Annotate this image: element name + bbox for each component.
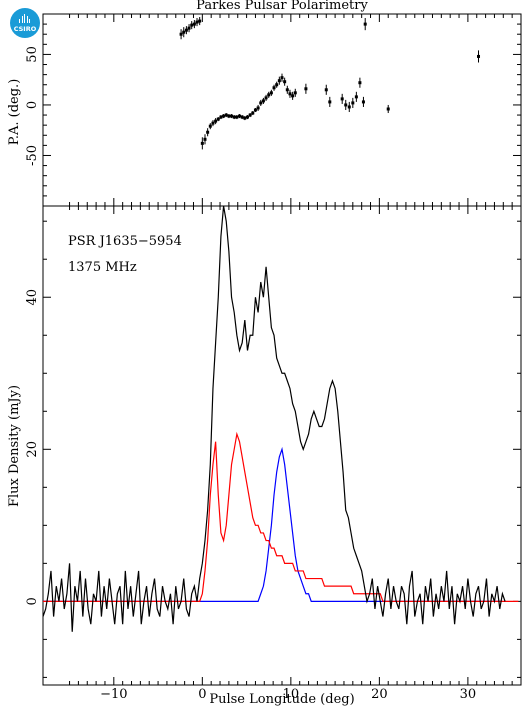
pa-point — [344, 103, 348, 107]
pa-point — [179, 32, 183, 36]
series-line-total-intensity — [43, 206, 506, 632]
flux-panel-frame — [42, 205, 522, 686]
pa-point — [293, 91, 297, 95]
pa-point — [351, 101, 355, 105]
pa-point — [227, 114, 231, 118]
pa-point — [222, 114, 226, 118]
chart-title: Parkes Pulsar Polarimetry — [196, 0, 368, 13]
pa-point — [198, 19, 202, 23]
pa-point — [285, 88, 289, 92]
flux-tick-label: 20 — [25, 441, 40, 458]
pa-point — [361, 100, 365, 104]
pa-point — [280, 76, 284, 80]
pa-point — [230, 114, 234, 118]
x-tick-label: 20 — [371, 687, 388, 702]
pa-point — [304, 87, 308, 91]
x-axis-label: Pulse Longitude (deg) — [209, 692, 354, 707]
x-tick-label: 0 — [198, 687, 206, 702]
pa-point — [243, 116, 247, 120]
flux-tick-label: 0 — [25, 597, 40, 605]
pa-point — [203, 137, 207, 141]
x-tick-label: −10 — [100, 687, 127, 702]
pa-point — [264, 96, 268, 100]
logo-text: CSIRO — [13, 25, 37, 33]
pa-point — [277, 79, 281, 83]
pa-point — [261, 99, 265, 103]
pa-tick-label: 50 — [25, 46, 40, 63]
frequency-annotation: 1375 MHz — [68, 260, 137, 275]
pa-point — [328, 100, 332, 104]
pa-point — [291, 94, 295, 98]
pa-point — [267, 93, 271, 97]
pa-point — [206, 130, 210, 134]
pa-point — [216, 117, 220, 121]
series-line-circular-polarization — [43, 446, 503, 602]
pa-panel: -50 0 50 — [25, 14, 521, 207]
pa-point — [240, 115, 244, 119]
pa-point — [192, 22, 196, 26]
pa-point — [477, 54, 481, 58]
pa-point — [288, 92, 292, 96]
x-tick-label: 10 — [283, 687, 300, 702]
flux-tick-label: 40 — [25, 289, 40, 306]
logo-bars-icon — [19, 14, 31, 23]
pa-tick-label: -50 — [25, 145, 40, 166]
pa-point — [219, 115, 223, 119]
pa-point — [340, 97, 344, 101]
pa-point — [283, 80, 287, 84]
pa-point — [259, 101, 263, 105]
pa-point — [324, 88, 328, 92]
pa-point — [256, 106, 260, 110]
pa-panel-frame — [42, 13, 522, 207]
pa-point — [208, 124, 212, 128]
pa-point — [200, 141, 204, 145]
csiro-logo: CSIRO — [10, 8, 40, 38]
pulsar-name-annotation: PSR J1635−5954 — [68, 234, 182, 249]
pa-point — [224, 113, 228, 117]
pa-point — [251, 111, 255, 115]
pa-tick-label: 0 — [25, 101, 40, 109]
pa-point — [275, 83, 279, 87]
pa-point — [238, 114, 242, 118]
pa-point — [253, 108, 257, 112]
pa-point — [272, 86, 276, 90]
pa-point — [363, 22, 367, 26]
flux-axis-label: Flux Density (mJy) — [7, 385, 22, 507]
pa-axis-label: P.A. (deg.) — [7, 79, 22, 146]
pa-point — [184, 28, 188, 32]
pa-point — [235, 115, 239, 119]
pa-point — [245, 115, 249, 119]
pa-point — [232, 115, 236, 119]
pa-point — [190, 23, 194, 27]
pa-point — [195, 20, 199, 24]
pa-point — [187, 26, 191, 30]
pa-point — [248, 113, 252, 117]
pa-point — [354, 95, 358, 99]
pa-point — [347, 105, 351, 109]
flux-panel: 0 20 40 −10 0 10 20 30 — [25, 206, 521, 702]
x-tick-label: 30 — [460, 687, 477, 702]
pa-point — [386, 107, 390, 111]
pa-point — [214, 119, 218, 123]
pa-point — [182, 30, 186, 34]
pa-point — [211, 121, 215, 125]
pa-point — [358, 81, 362, 85]
pa-point — [269, 91, 273, 95]
